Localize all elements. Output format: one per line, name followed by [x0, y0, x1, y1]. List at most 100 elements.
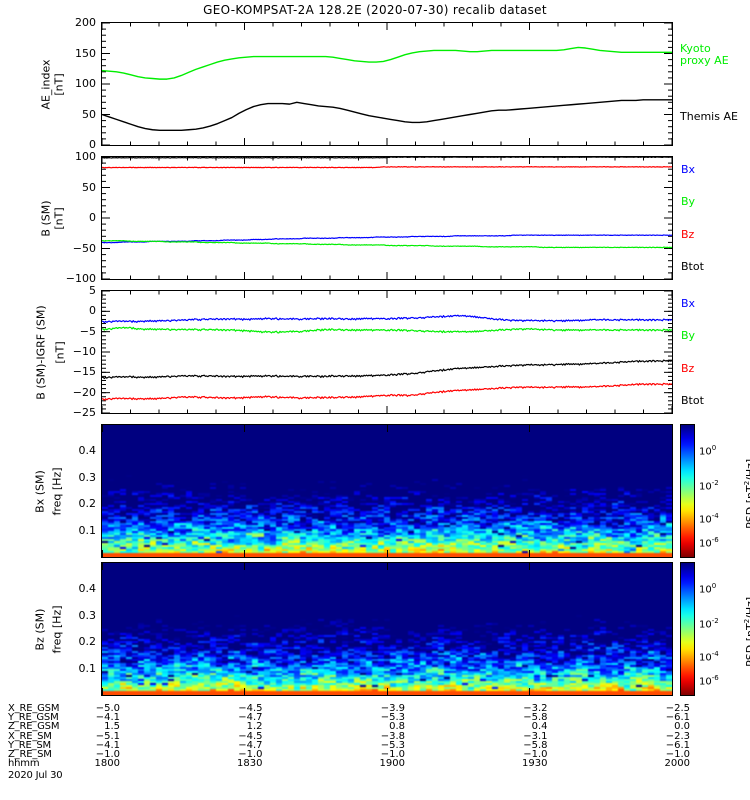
panel-bx-spectrogram-ylabel-2: freq [Hz] [50, 467, 64, 516]
freq-tick-label: 0.4 [78, 582, 97, 596]
coord-value: −3.8 [380, 730, 405, 742]
coord-value: 1930 [522, 758, 548, 770]
coord-value: −2.3 [665, 730, 690, 742]
panel-ae-index [101, 22, 673, 146]
coord-value: −6.1 [665, 712, 690, 724]
freq-tick-label: 0.3 [78, 470, 97, 484]
xtick-mark [529, 563, 530, 570]
bz-colorbar-label: PSD [nT2/Hz] [743, 596, 750, 667]
panel-bz-spectrogram-ylabel-1: Bz (SM) [33, 608, 47, 651]
bz-colorbar [680, 562, 695, 696]
bz-colorbar-tick-2: 10-4 [699, 650, 719, 664]
coord-value: −4.5 [238, 730, 263, 742]
legend-b-sm-by: By [681, 195, 696, 208]
panel-ae-index-plot [102, 23, 672, 145]
coord-value: −6.1 [665, 739, 690, 751]
xtick-mark [386, 688, 388, 695]
panel-bz-spectrogram-ylabel-2: freq [Hz] [50, 605, 64, 654]
coord-value: 1830 [237, 758, 263, 770]
xtick-mark [101, 425, 103, 432]
legend-kyoto-proxy-ae-line2: proxy AE [680, 54, 729, 67]
coord-value: 0.4 [531, 721, 548, 733]
freq-tick-label: 0.1 [78, 523, 97, 537]
panel-b-sm-plot [102, 157, 672, 279]
panel-bx-spectrogram-ylabel-1: Bx (SM) [33, 470, 47, 513]
ytick-label: 100 [75, 150, 96, 163]
coord-value: −4.7 [238, 739, 263, 751]
xtick-mark [386, 550, 388, 557]
xtick-mark [529, 425, 530, 432]
bz-spectrogram-image [102, 563, 672, 695]
freq-tick-label: 0.4 [78, 444, 97, 458]
xtick-mark [671, 550, 673, 557]
ytick-label: −25 [72, 406, 96, 419]
ytick-label: −50 [72, 241, 96, 255]
coord-row-label: Z_RE_SM [8, 749, 52, 760]
coord-value: −1.0 [238, 749, 263, 760]
xtick-mark [101, 563, 103, 570]
coord-value: −4.1 [95, 739, 120, 751]
coord-value: 1.2 [246, 721, 263, 733]
bz-colorbar-tick-3: 10-6 [699, 674, 719, 688]
coord-value: −5.3 [380, 712, 405, 724]
bx-colorbar-tick-2: 10-4 [699, 512, 719, 526]
coord-value: −3.2 [523, 703, 548, 714]
coord-value: −5.0 [95, 703, 120, 714]
figure-title: GEO-KOMPSAT-2A 128.2E (2020-07-30) recal… [203, 3, 547, 17]
xtick-mark [386, 425, 388, 432]
coord-value: −4.1 [95, 712, 120, 724]
bx-colorbar-label: PSD [nT2/Hz] [743, 458, 750, 529]
legend-igrf-bx: Bx [681, 297, 696, 310]
coord-value: −4.5 [238, 703, 263, 714]
xtick-mark [671, 688, 673, 695]
bz-colorbar-tick-0: 100 [699, 582, 717, 596]
xtick-mark [244, 563, 245, 570]
ytick-label: 50 [82, 107, 96, 121]
legend-b-sm-bz: Bz [681, 228, 695, 241]
coord-value: −4.7 [238, 712, 263, 724]
legend-themis-ae: Themis AE [680, 110, 738, 123]
ytick-label: 200 [75, 16, 96, 29]
coord-value: −3.1 [523, 730, 548, 742]
freq-tick-label: 0.1 [78, 661, 97, 675]
xtick-mark [244, 688, 245, 695]
xtick-mark [671, 563, 673, 570]
ytick-label: −5 [79, 324, 96, 338]
coord-row-label: X_RE_GSM [8, 703, 60, 714]
ytick-label: 0 [89, 211, 96, 224]
legend-igrf-bz: Bz [681, 362, 695, 375]
coord-value: −5.3 [380, 739, 405, 751]
panel-b-sm [101, 156, 673, 280]
coord-value: 1.5 [104, 721, 120, 733]
freq-tick-label: 0.2 [78, 635, 97, 649]
freq-tick-label: 0.3 [78, 608, 97, 622]
coord-value: 0.8 [389, 721, 405, 733]
ytick-label: 100 [75, 77, 96, 90]
coord-value: 1900 [379, 758, 405, 770]
xtick-mark [529, 550, 530, 557]
coord-value: −5.8 [523, 712, 548, 724]
bx-colorbar-tick-3: 10-6 [699, 536, 719, 550]
coord-value: −5.8 [523, 739, 548, 751]
ytick-label: 0 [89, 138, 96, 151]
xtick-mark [101, 688, 103, 695]
coord-row-label: Y_RE_GSM [8, 712, 59, 724]
coord-row-label: hhmm [8, 758, 40, 770]
xtick-mark [244, 550, 245, 557]
coord-value: −3.9 [380, 703, 405, 714]
xtick-mark [386, 563, 388, 570]
bx-colorbar-tick-1: 10-2 [699, 479, 719, 493]
legend-b-sm-bx: Bx [681, 163, 696, 176]
ytick-label: −10 [72, 345, 96, 358]
ytick-label: 5 [89, 284, 96, 297]
xtick-mark [529, 688, 530, 695]
ytick-label: 0 [89, 304, 96, 318]
coord-value: −5.1 [95, 730, 120, 742]
ytick-label: 150 [75, 46, 96, 60]
panel-b-sm-minus-igrf-plot [102, 291, 672, 413]
date-label: 2020 Jul 30 [8, 770, 63, 781]
panel-b-sm-minus-igrf [101, 290, 673, 414]
xtick-mark [101, 550, 103, 557]
legend-b-sm-btot: Btot [681, 260, 704, 273]
